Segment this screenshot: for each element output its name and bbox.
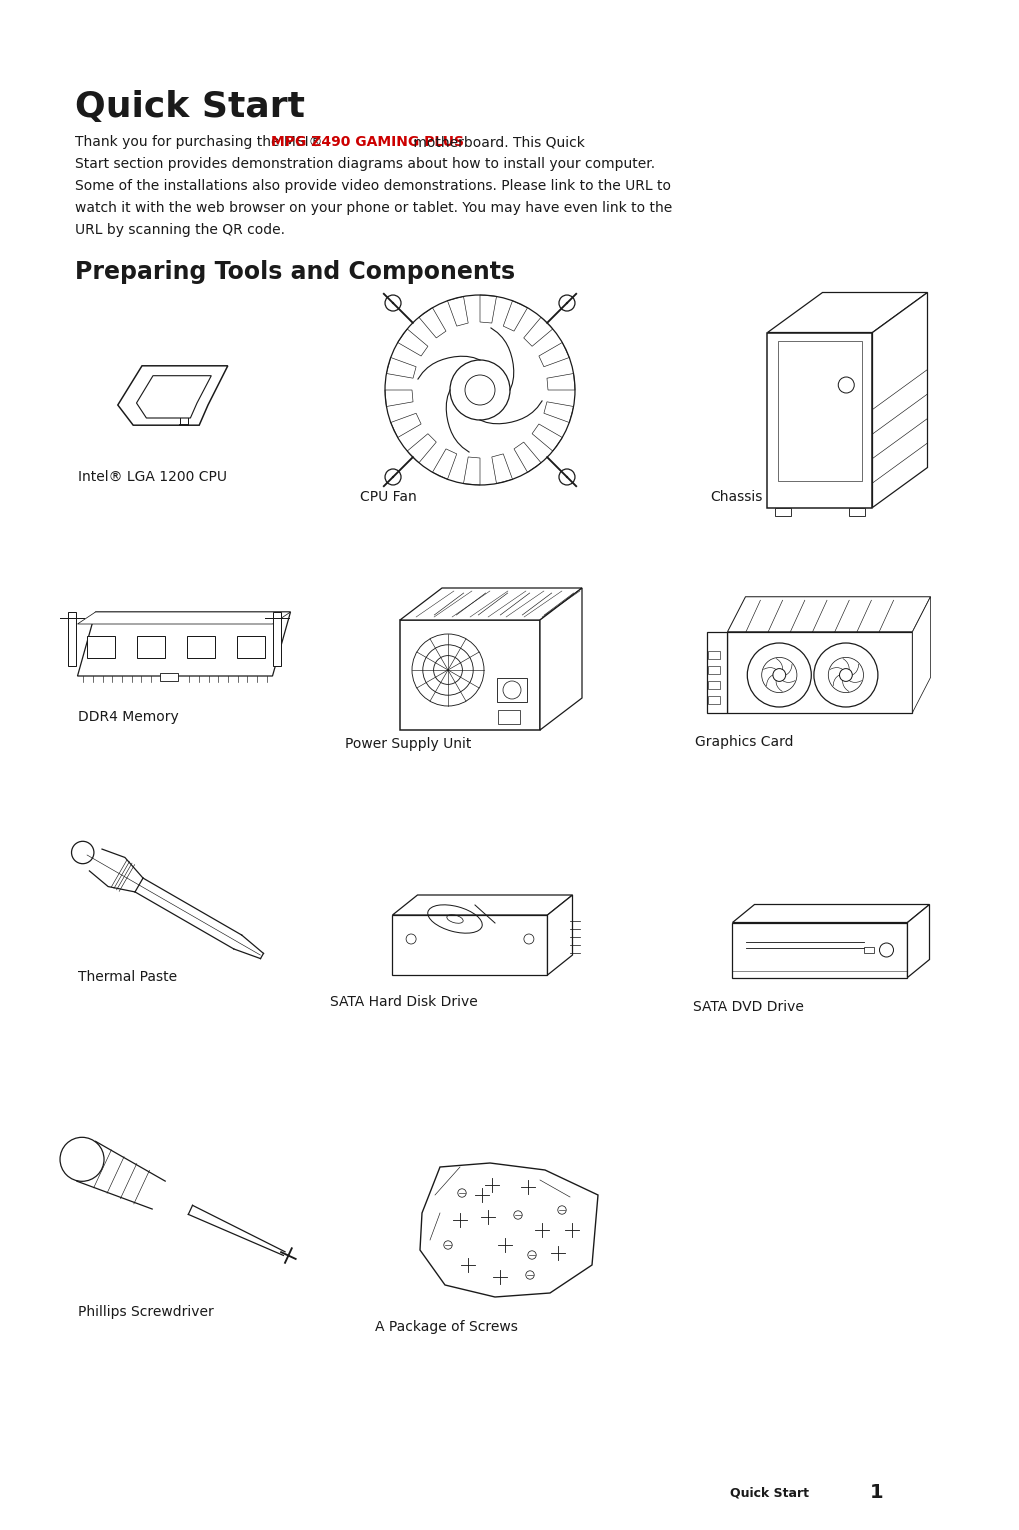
Bar — [236, 636, 265, 658]
Text: Thermal Paste: Thermal Paste — [77, 970, 177, 984]
Polygon shape — [732, 904, 928, 923]
Polygon shape — [384, 390, 413, 407]
Text: Intel® LGA 1200 CPU: Intel® LGA 1200 CPU — [77, 470, 227, 483]
Text: motherboard. This Quick: motherboard. This Quick — [409, 135, 584, 148]
Polygon shape — [480, 295, 496, 323]
Polygon shape — [392, 895, 572, 915]
Polygon shape — [117, 366, 227, 425]
Bar — [707, 632, 727, 713]
Bar — [87, 636, 115, 658]
Text: Graphics Card: Graphics Card — [694, 734, 793, 750]
Bar — [186, 636, 215, 658]
Polygon shape — [907, 904, 928, 978]
Circle shape — [384, 470, 400, 485]
Polygon shape — [137, 376, 211, 418]
Text: MPG Z490 GAMING PLUS: MPG Z490 GAMING PLUS — [271, 135, 464, 148]
Polygon shape — [727, 632, 912, 713]
Polygon shape — [397, 329, 428, 356]
Bar — [708, 696, 719, 704]
Bar — [68, 612, 76, 666]
Polygon shape — [463, 457, 480, 485]
Text: Preparing Tools and Components: Preparing Tools and Components — [75, 260, 515, 285]
Polygon shape — [727, 597, 929, 632]
Text: Quick Start: Quick Start — [75, 90, 305, 124]
Bar — [497, 710, 520, 724]
Polygon shape — [399, 588, 582, 620]
Bar — [708, 650, 719, 659]
Polygon shape — [432, 448, 457, 479]
Bar — [496, 678, 527, 702]
Bar — [774, 508, 791, 516]
Polygon shape — [732, 923, 907, 978]
Polygon shape — [392, 915, 547, 975]
Polygon shape — [514, 442, 540, 473]
Circle shape — [384, 295, 400, 311]
Circle shape — [71, 842, 94, 864]
Polygon shape — [532, 424, 561, 451]
Bar — [708, 681, 719, 688]
Text: CPU Fan: CPU Fan — [360, 490, 417, 503]
Circle shape — [449, 360, 510, 421]
Polygon shape — [77, 612, 290, 676]
Text: SATA DVD Drive: SATA DVD Drive — [692, 1001, 803, 1014]
Polygon shape — [77, 612, 290, 624]
Text: Some of the installations also provide video demonstrations. Please link to the : Some of the installations also provide v… — [75, 179, 671, 193]
Polygon shape — [538, 343, 569, 367]
Polygon shape — [502, 301, 527, 330]
Bar — [137, 636, 165, 658]
Polygon shape — [871, 292, 926, 508]
Circle shape — [772, 669, 785, 681]
Text: Start section provides demonstration diagrams about how to install your computer: Start section provides demonstration dia… — [75, 158, 654, 171]
Text: Thank you for purchasing the MSI®: Thank you for purchasing the MSI® — [75, 135, 326, 148]
Polygon shape — [543, 402, 573, 422]
Polygon shape — [447, 297, 468, 326]
Polygon shape — [523, 317, 552, 346]
Text: Power Supply Unit: Power Supply Unit — [344, 737, 471, 751]
Polygon shape — [491, 454, 512, 483]
Polygon shape — [407, 433, 436, 462]
Polygon shape — [912, 597, 929, 713]
Bar — [273, 612, 281, 666]
Polygon shape — [766, 292, 926, 332]
Text: Quick Start: Quick Start — [730, 1487, 808, 1499]
Polygon shape — [399, 620, 539, 730]
Text: watch it with the web browser on your phone or tablet. You may have even link to: watch it with the web browser on your ph… — [75, 200, 672, 216]
Bar — [863, 947, 873, 953]
Polygon shape — [547, 895, 572, 975]
Circle shape — [813, 643, 877, 707]
Polygon shape — [539, 588, 582, 730]
Circle shape — [747, 643, 810, 707]
Polygon shape — [420, 1163, 597, 1297]
Circle shape — [60, 1137, 104, 1181]
Bar — [160, 673, 178, 681]
Text: 1: 1 — [869, 1483, 882, 1502]
Circle shape — [558, 470, 575, 485]
Polygon shape — [390, 413, 421, 438]
Polygon shape — [766, 332, 871, 508]
Text: URL by scanning the QR code.: URL by scanning the QR code. — [75, 223, 284, 237]
Polygon shape — [386, 358, 416, 378]
Polygon shape — [546, 373, 575, 390]
Text: A Package of Screws: A Package of Screws — [375, 1320, 518, 1334]
Text: Chassis: Chassis — [709, 490, 761, 503]
Text: Phillips Screwdriver: Phillips Screwdriver — [77, 1305, 214, 1319]
Circle shape — [839, 669, 852, 681]
Polygon shape — [419, 308, 445, 338]
Text: SATA Hard Disk Drive: SATA Hard Disk Drive — [330, 994, 477, 1008]
Text: DDR4 Memory: DDR4 Memory — [77, 710, 178, 724]
Circle shape — [558, 295, 575, 311]
Bar — [708, 666, 719, 675]
Bar — [848, 508, 864, 516]
